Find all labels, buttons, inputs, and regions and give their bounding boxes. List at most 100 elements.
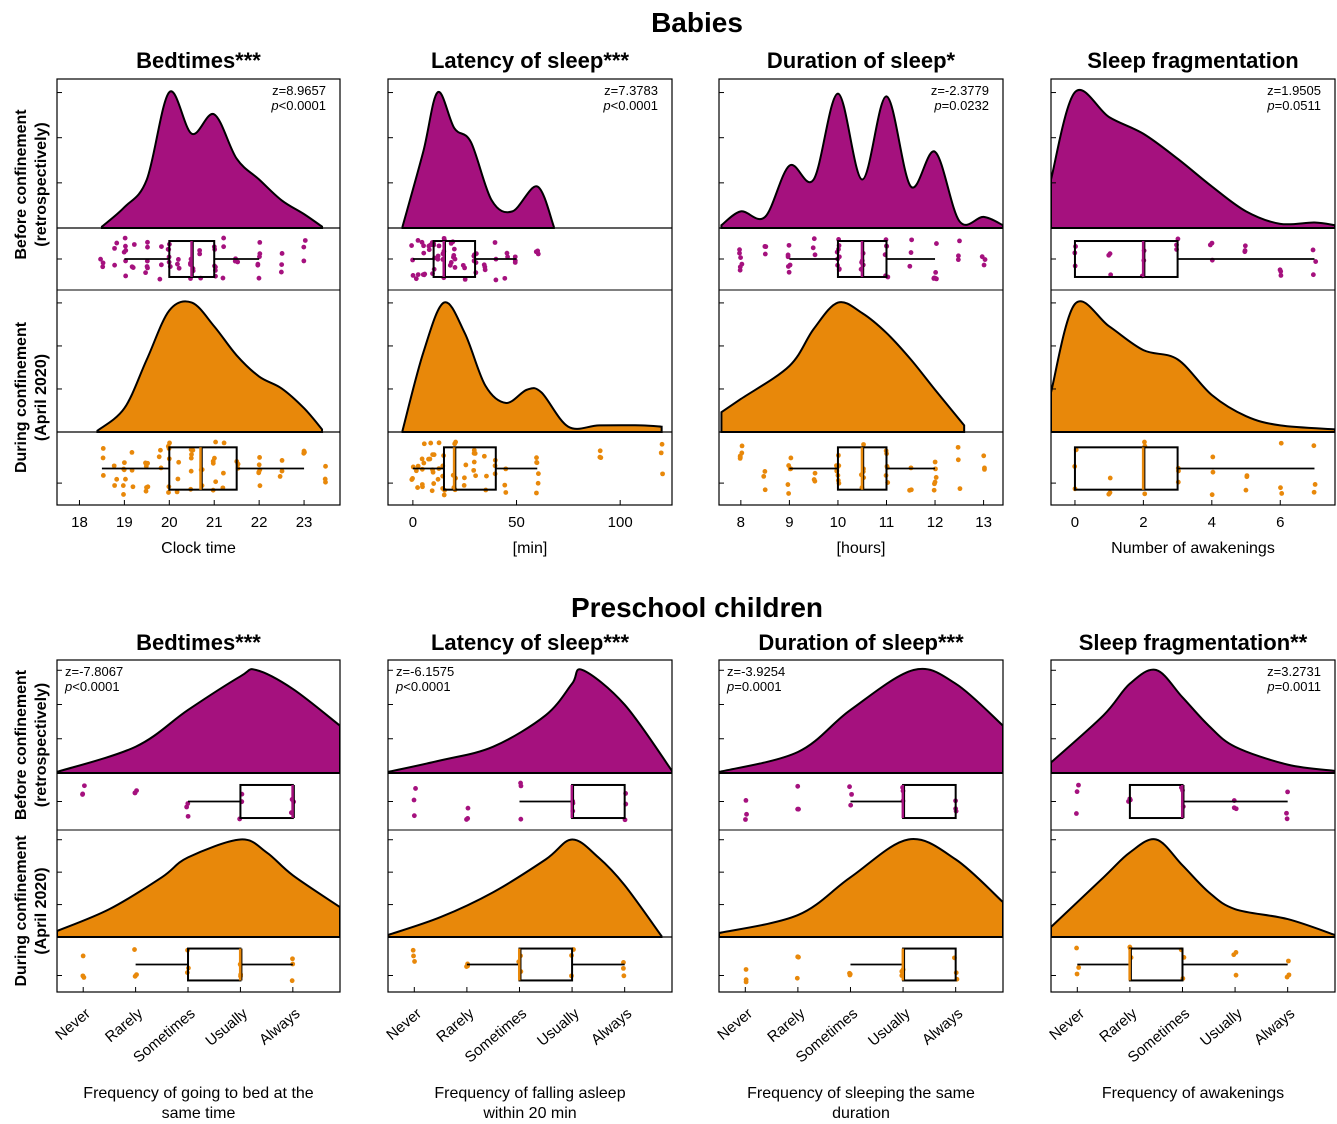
- section-title: Babies: [651, 7, 743, 38]
- data-point: [132, 947, 137, 952]
- data-point: [212, 455, 217, 461]
- data-point: [786, 269, 792, 275]
- density-cloud: [388, 668, 672, 774]
- data-point: [534, 455, 539, 461]
- data-point: [1142, 491, 1148, 497]
- data-point: [158, 262, 164, 268]
- data-point: [786, 242, 792, 248]
- data-point: [621, 965, 626, 971]
- panel-frame: [387, 78, 673, 506]
- data-point: [955, 444, 961, 450]
- density-cloud: [401, 91, 555, 229]
- data-point: [436, 243, 442, 249]
- data-point: [847, 784, 852, 790]
- x-axis-label: Frequency of falling asleep: [434, 1085, 625, 1102]
- data-point: [130, 484, 136, 490]
- density-cloud: [719, 667, 1003, 774]
- x-axis-label: same time: [162, 1105, 236, 1122]
- data-point: [660, 471, 665, 477]
- stat-p-label: p: [726, 679, 734, 694]
- data-point: [1313, 259, 1319, 264]
- stat-z: z=1.9505: [1267, 83, 1321, 98]
- data-point: [462, 265, 468, 271]
- data-point: [145, 244, 150, 250]
- data-point: [1074, 789, 1080, 795]
- stat-z: z=-2.3779: [931, 83, 989, 98]
- x-axis-label: duration: [832, 1105, 890, 1122]
- x-tick-label: 22: [251, 514, 268, 531]
- x-tick-label: 21: [206, 514, 223, 531]
- plot-area: [57, 668, 340, 984]
- stat-z: z=3.2731: [1267, 664, 1321, 679]
- box: [432, 240, 477, 278]
- data-point: [279, 251, 285, 256]
- data-point: [257, 240, 263, 245]
- data-point: [415, 272, 421, 277]
- data-point: [1278, 273, 1284, 278]
- x-tick-label: 0: [1071, 514, 1079, 531]
- density-cloud: [388, 838, 663, 938]
- stat-p-label: p: [395, 679, 403, 694]
- data-point: [257, 455, 262, 460]
- data-point: [189, 452, 194, 457]
- data-point: [410, 947, 416, 953]
- data-point: [955, 457, 961, 463]
- stat-z: z=7.3783: [604, 83, 658, 98]
- data-point: [785, 252, 791, 258]
- density-cloud: [720, 301, 966, 433]
- data-point: [412, 959, 417, 964]
- stat-p-value: =0.0511: [1275, 98, 1321, 113]
- data-point: [256, 462, 262, 468]
- data-point: [411, 953, 416, 959]
- data-point: [289, 978, 295, 984]
- data-point: [221, 470, 226, 476]
- box: [1128, 947, 1184, 982]
- data-point: [743, 798, 749, 803]
- data-point: [932, 459, 938, 465]
- x-tick-label: 2: [1139, 514, 1147, 531]
- section-0: Babies Before confinement (retrospectively…: [13, 7, 1336, 557]
- box: [442, 446, 497, 491]
- data-point: [502, 482, 508, 488]
- data-point: [111, 463, 117, 469]
- data-point: [159, 244, 164, 250]
- panel-title: Duration of sleep***: [758, 630, 964, 655]
- stat-p: p=0.0011: [1266, 679, 1321, 694]
- data-point: [737, 453, 743, 459]
- data-point: [100, 446, 106, 451]
- panel-title: Duration of sleep*: [767, 48, 956, 73]
- data-point: [1233, 806, 1239, 812]
- section-1: Preschool children Before confinement (ret…: [13, 592, 1336, 1122]
- data-point: [112, 245, 117, 251]
- data-point: [175, 476, 181, 482]
- data-point: [145, 265, 150, 271]
- x-tick-label: 4: [1208, 514, 1216, 531]
- data-point: [166, 490, 171, 495]
- data-point: [763, 244, 769, 250]
- data-point: [221, 440, 227, 446]
- data-point: [743, 979, 749, 985]
- panel-title: Sleep fragmentation**: [1079, 630, 1308, 655]
- data-point: [1074, 971, 1080, 977]
- data-point: [176, 459, 182, 465]
- data-point: [174, 489, 180, 495]
- data-point: [471, 467, 477, 473]
- x-axis-label: Clock time: [161, 540, 236, 557]
- density-cloud: [719, 838, 1003, 938]
- data-point: [112, 262, 118, 268]
- data-point: [762, 487, 768, 493]
- panel-frame: [1050, 659, 1336, 993]
- data-point: [1074, 945, 1079, 951]
- data-point: [197, 251, 203, 257]
- panel-title: Latency of sleep***: [431, 630, 630, 655]
- data-point: [301, 244, 307, 250]
- data-point: [1311, 443, 1317, 449]
- x-tick-label: Usually: [1197, 1005, 1246, 1050]
- panel-frame: [718, 78, 1004, 506]
- density-cloud: [1051, 668, 1335, 774]
